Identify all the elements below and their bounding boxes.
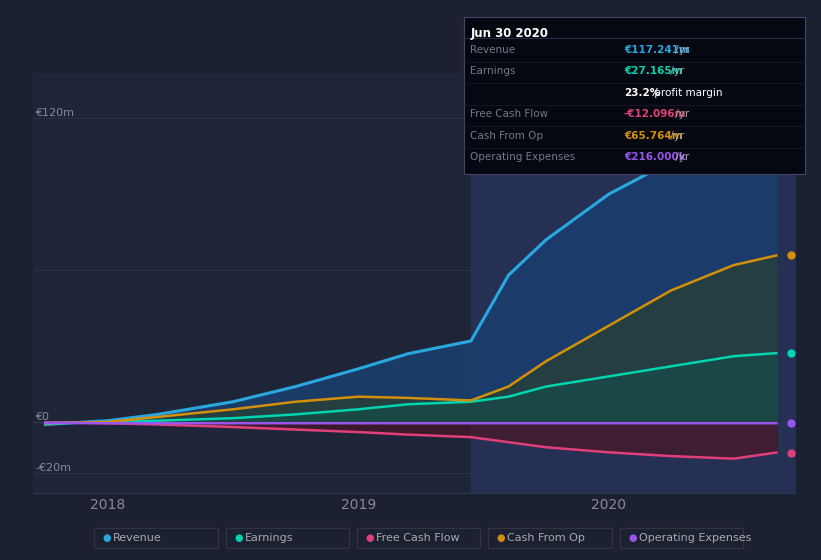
Text: €27.165m: €27.165m [624,66,682,76]
Text: €216.000k: €216.000k [624,152,686,162]
Text: Earnings: Earnings [245,533,293,543]
Text: /yr: /yr [667,66,684,76]
Text: profit margin: profit margin [650,88,722,98]
Text: Revenue: Revenue [470,45,516,55]
Text: €65.764m: €65.764m [624,130,682,141]
Text: 23.2%: 23.2% [624,88,660,98]
Text: €0: €0 [35,412,49,422]
Text: /yr: /yr [667,130,684,141]
Text: €120m: €120m [35,108,75,118]
Text: Operating Expenses: Operating Expenses [639,533,751,543]
Text: ●: ● [365,533,374,543]
Text: Revenue: Revenue [113,533,162,543]
Text: /yr: /yr [672,45,690,55]
Text: Cash From Op: Cash From Op [507,533,585,543]
Text: Free Cash Flow: Free Cash Flow [470,109,548,119]
Text: Cash From Op: Cash From Op [470,130,544,141]
Text: /yr: /yr [672,109,690,119]
Text: Earnings: Earnings [470,66,516,76]
Text: -€12.096m: -€12.096m [624,109,686,119]
Text: ●: ● [103,533,111,543]
Text: Jun 30 2020: Jun 30 2020 [470,27,548,40]
Text: /yr: /yr [672,152,690,162]
Text: ●: ● [628,533,636,543]
Text: Operating Expenses: Operating Expenses [470,152,576,162]
Text: ●: ● [234,533,242,543]
Bar [471,73,796,493]
Text: Free Cash Flow: Free Cash Flow [376,533,460,543]
Text: -€20m: -€20m [35,463,71,473]
Text: €117.241m: €117.241m [624,45,690,55]
Text: ●: ● [497,533,505,543]
